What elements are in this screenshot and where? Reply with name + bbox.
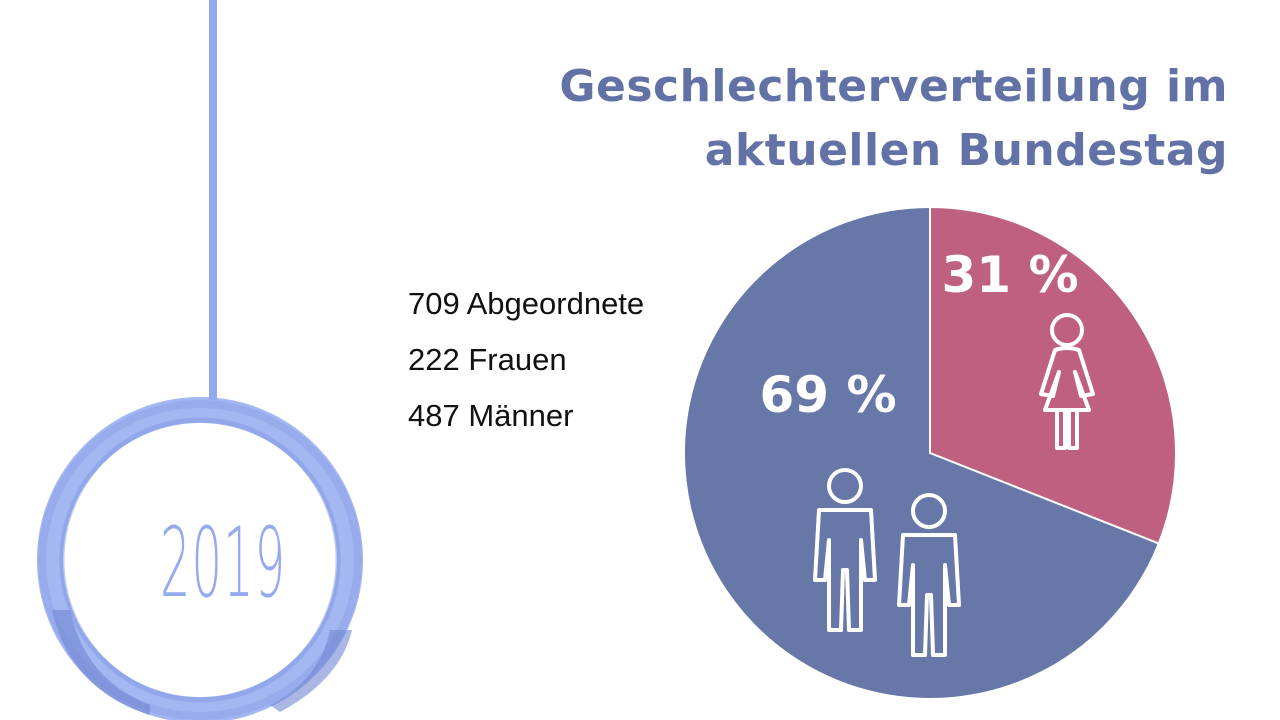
stat-women: 222 Frauen (408, 342, 567, 377)
chart-title-line-1: Geschlechterverteilung im (559, 61, 1228, 112)
female-figure-icon (1039, 313, 1095, 450)
timeline-line (209, 0, 217, 400)
year-ring-icon (37, 397, 363, 720)
pie-slice-women (929, 205, 1177, 545)
stat-men: 487 Männer (408, 398, 574, 433)
chart-title-line-2: aktuellen Bundestag (704, 125, 1228, 176)
slice-label-men: 69 % (759, 366, 896, 424)
stats-list: 709 Abgeordnete 222 Frauen 487 Männer (408, 276, 644, 444)
male-figure-1-icon (813, 468, 877, 632)
chart-title: Geschlechterverteilung im aktuellen Bund… (528, 55, 1228, 183)
male-figure-2-icon (897, 493, 961, 657)
pie-slice-men (683, 205, 1161, 700)
slice-label-women: 31 % (941, 246, 1078, 304)
stat-total: 709 Abgeordnete (408, 286, 645, 321)
